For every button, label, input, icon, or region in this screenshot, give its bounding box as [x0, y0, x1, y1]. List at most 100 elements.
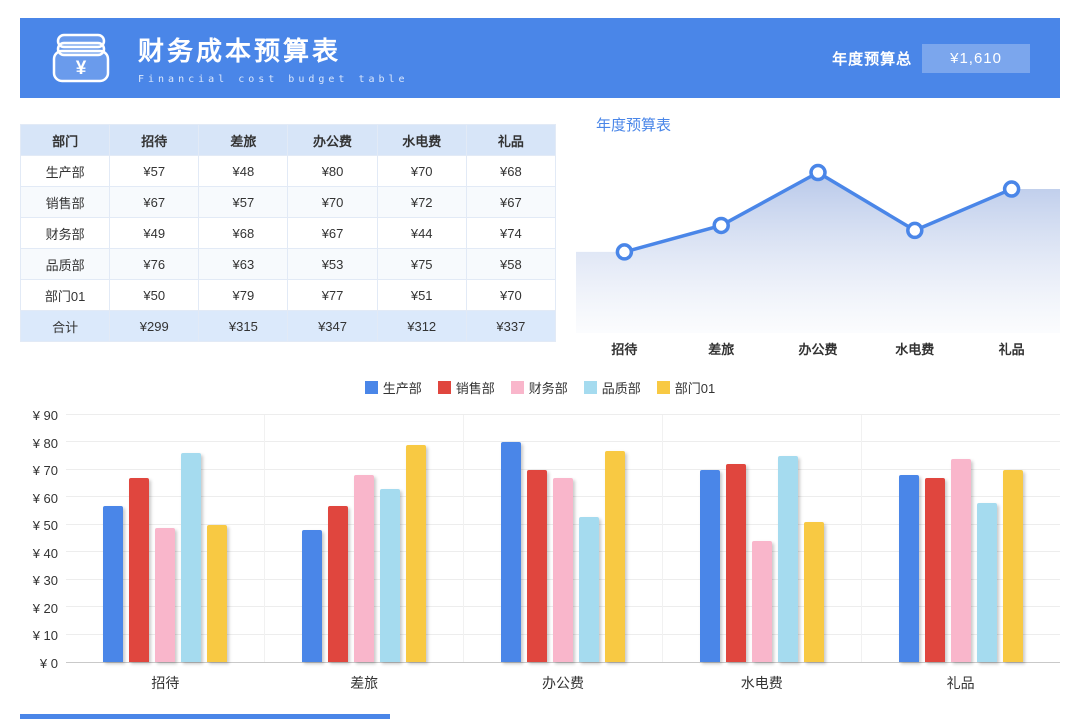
y-tick-label: ¥ 30 — [32, 573, 58, 589]
bar-group — [662, 415, 861, 662]
department-cell[interactable]: 财务部 — [19, 217, 111, 249]
page-title: 财务成本预算表 — [138, 36, 342, 66]
y-tick-label: ¥ 90 — [32, 408, 58, 423]
value-cell[interactable]: ¥72 — [376, 186, 467, 218]
table-row: 部门01 ¥50 ¥79 ¥77 ¥51 ¥70 — [19, 279, 557, 311]
line-chart-title: 年度预算表 — [596, 117, 672, 134]
value-cell[interactable]: ¥70 — [376, 155, 467, 187]
legend-swatch — [583, 381, 597, 394]
department-cell[interactable]: 部门01 — [19, 279, 111, 311]
bar-group — [66, 415, 264, 662]
value-cell[interactable]: ¥49 — [109, 217, 200, 249]
column-header-cell[interactable]: 办公费 — [287, 124, 378, 156]
legend-label: 品质部 — [601, 381, 641, 396]
y-tick-label: ¥ 20 — [32, 600, 58, 616]
bar-chart-x-axis: 招待 差旅 办公费 水电费 礼品 — [20, 673, 1060, 693]
value-cell[interactable]: ¥76 — [109, 248, 200, 280]
legend-item: 财务部 — [510, 378, 568, 397]
bar — [605, 450, 625, 662]
value-cell[interactable]: ¥70 — [465, 279, 557, 311]
value-cell[interactable]: ¥337 — [465, 310, 557, 342]
table-row: 品质部 ¥76 ¥63 ¥53 ¥75 ¥58 — [19, 248, 557, 280]
table-row: 销售部 ¥67 ¥57 ¥70 ¥72 ¥67 — [19, 186, 557, 218]
bar — [527, 469, 547, 662]
legend-label: 生产部 — [382, 381, 422, 396]
value-cell[interactable]: ¥58 — [465, 248, 557, 280]
bar — [700, 469, 720, 662]
value-cell[interactable]: ¥50 — [109, 279, 200, 311]
line-x-label: 办公费 — [798, 342, 838, 357]
legend-item: 销售部 — [437, 378, 495, 397]
bar — [129, 478, 149, 662]
bar — [155, 527, 175, 662]
legend-swatch — [656, 381, 670, 394]
bar — [977, 502, 997, 662]
bar — [328, 505, 348, 662]
column-header-cell[interactable]: 礼品 — [465, 124, 557, 156]
bar-group — [264, 415, 463, 662]
department-cell[interactable]: 销售部 — [19, 186, 111, 218]
value-cell[interactable]: ¥315 — [198, 310, 289, 342]
department-cell[interactable]: 生产部 — [19, 155, 111, 187]
value-cell[interactable]: ¥80 — [287, 155, 378, 187]
annual-total-value-badge: ¥1,610 — [922, 43, 1030, 73]
column-header-cell[interactable]: 水电费 — [376, 124, 467, 156]
value-cell[interactable]: ¥70 — [287, 186, 378, 218]
value-cell[interactable]: ¥74 — [465, 217, 557, 249]
bar — [1003, 469, 1023, 662]
value-cell[interactable]: ¥57 — [198, 186, 289, 218]
svg-text:¥: ¥ — [76, 58, 87, 79]
bar — [951, 458, 971, 662]
legend-item: 生产部 — [364, 378, 422, 397]
table-total-row: 合计 ¥299 ¥315 ¥347 ¥312 ¥337 — [19, 310, 557, 342]
value-cell[interactable]: ¥67 — [109, 186, 200, 218]
value-cell[interactable]: ¥77 — [287, 279, 378, 311]
value-cell[interactable]: ¥63 — [198, 248, 289, 280]
annual-total-label: 年度预算总 — [832, 50, 913, 68]
column-header-cell[interactable]: 部门 — [19, 124, 111, 156]
legend-swatch — [510, 381, 524, 394]
gridline — [66, 441, 1060, 443]
gridline — [66, 468, 1060, 470]
value-cell[interactable]: ¥68 — [465, 155, 557, 187]
y-tick-label: ¥ 50 — [32, 518, 58, 534]
budget-table-wrap: 部门 招待 差旅 办公费 水电费 礼品 生产部 ¥57 ¥48 ¥80 ¥70 ¥68 销售部 ¥67 ¥5… — [19, 124, 557, 342]
value-cell[interactable]: ¥51 — [376, 279, 467, 311]
legend-swatch — [364, 381, 378, 394]
y-tick-label: ¥ 60 — [32, 490, 58, 506]
value-cell[interactable]: ¥299 — [109, 310, 200, 342]
value-cell[interactable]: ¥79 — [198, 279, 289, 311]
line-chart-x-axis: 招待 差旅 办公费 水电费 礼品 — [576, 339, 1060, 358]
value-cell[interactable]: ¥53 — [287, 248, 378, 280]
value-cell[interactable]: ¥68 — [198, 217, 289, 249]
value-cell[interactable]: ¥312 — [376, 310, 467, 342]
bar — [804, 522, 824, 662]
bar — [103, 505, 123, 662]
bar-chart-plot — [66, 414, 1060, 663]
department-cell[interactable]: 品质部 — [19, 248, 111, 280]
y-tick-label: ¥ 10 — [32, 628, 58, 644]
bar-group — [463, 415, 662, 662]
bar-x-label: 办公费 — [541, 675, 584, 691]
line-x-label: 礼品 — [998, 342, 1025, 357]
bar-chart-y-axis: ¥ 0 ¥ 10 ¥ 20 ¥ 30 ¥ 40 ¥ 50 ¥ 60 ¥ 70 ¥ 80 ¥ 90 — [20, 408, 66, 671]
header-titles: 财务成本预算表 Financial cost budget table — [138, 31, 409, 85]
value-cell[interactable]: ¥347 — [287, 310, 378, 342]
department-cell[interactable]: 合计 — [19, 310, 111, 342]
value-cell[interactable]: ¥75 — [376, 248, 467, 280]
bar — [778, 456, 798, 662]
header-banner: ¥ 财务成本预算表 Financial cost budget table 年度… — [20, 18, 1060, 98]
value-cell[interactable]: ¥48 — [198, 155, 289, 187]
column-header-cell[interactable]: 差旅 — [198, 124, 289, 156]
bar — [302, 530, 322, 662]
legend-swatch — [437, 381, 451, 394]
department-bar-chart: 生产部 销售部 财务部 品质部 部门01 ¥ 0 ¥ 10 ¥ 20 ¥ 30 ¥ 40 ¥ 50… — [20, 378, 1060, 693]
bar — [501, 442, 521, 662]
bar — [406, 445, 426, 662]
value-cell[interactable]: ¥67 — [465, 186, 557, 218]
value-cell[interactable]: ¥44 — [376, 217, 467, 249]
yen-money-icon: ¥ — [50, 33, 112, 83]
column-header-cell[interactable]: 招待 — [109, 124, 200, 156]
value-cell[interactable]: ¥67 — [287, 217, 378, 249]
value-cell[interactable]: ¥57 — [109, 155, 200, 187]
